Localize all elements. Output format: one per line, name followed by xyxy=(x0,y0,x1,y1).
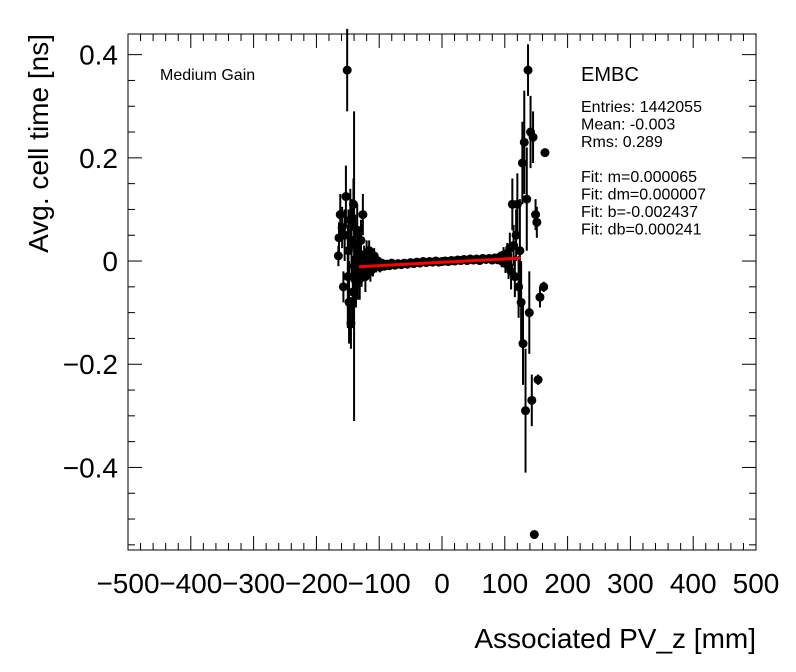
data-point xyxy=(533,375,543,385)
x-tick-label: −400 xyxy=(159,568,222,599)
data-point xyxy=(344,297,354,307)
axis-ticks xyxy=(127,34,757,550)
data-point xyxy=(511,230,521,240)
data-point xyxy=(515,246,525,256)
data-point xyxy=(535,292,545,302)
data-point xyxy=(517,158,527,168)
data-point xyxy=(521,406,531,416)
x-tick-label: −300 xyxy=(222,568,285,599)
y-tick-label: −0.2 xyxy=(63,349,118,380)
y-tick-label: 0.2 xyxy=(79,143,118,174)
data-point xyxy=(509,241,519,251)
y-tick-label: −0.4 xyxy=(63,452,118,483)
x-tick-label: 400 xyxy=(670,568,717,599)
data-point xyxy=(522,194,532,204)
data-point xyxy=(333,251,343,261)
data-point xyxy=(358,210,368,220)
data-point xyxy=(338,282,348,292)
y-tick-label: 0.4 xyxy=(79,40,118,71)
x-axis-title: Associated PV_z [mm] xyxy=(474,623,756,654)
gain-label: Medium Gain xyxy=(160,67,255,84)
x-tick-label: 0 xyxy=(434,568,450,599)
y-tick-labels: −0.4 −0.2 0 0.2 0.4 xyxy=(63,40,118,484)
data-point xyxy=(348,287,358,297)
data-point xyxy=(337,223,347,232)
data-point xyxy=(514,282,524,292)
fit-line-group xyxy=(359,256,521,269)
data-point xyxy=(539,282,549,292)
x-tick-label: −100 xyxy=(348,568,411,599)
stats-line: Entries: 1442055 xyxy=(581,99,702,116)
data-point xyxy=(527,395,537,405)
fit-line xyxy=(359,256,521,269)
y-axis-title: Avg. cell time [ns] xyxy=(23,34,54,253)
stats-line: Fit: m=0.000065 xyxy=(581,169,697,186)
data-point xyxy=(540,148,550,158)
data-point xyxy=(510,272,520,282)
data-point xyxy=(356,235,366,245)
data-point xyxy=(529,530,539,540)
stats-line: Mean: -0.003 xyxy=(581,117,675,134)
data-point xyxy=(512,199,522,209)
stats-line: Rms: 0.289 xyxy=(581,134,663,151)
x-tick-label: −500 xyxy=(96,568,159,599)
data-point xyxy=(531,210,541,220)
x-tick-label: 300 xyxy=(607,568,654,599)
detector-label: EMBC xyxy=(581,64,639,86)
data-point xyxy=(348,199,358,209)
data-point xyxy=(343,246,353,256)
data-point xyxy=(345,215,355,225)
x-tick-labels: −500 −400 −300 −200 −100 0 100 200 300 400 500 xyxy=(96,568,779,599)
data-point xyxy=(343,272,353,282)
data-point xyxy=(519,137,529,147)
data-point xyxy=(352,225,362,235)
x-tick-label: 200 xyxy=(544,568,591,599)
data-point xyxy=(354,248,364,258)
data-point xyxy=(341,192,351,202)
stats-line: Fit: b=-0.002437 xyxy=(581,204,698,221)
data-point xyxy=(516,297,526,307)
x-tick-label: 500 xyxy=(733,568,780,599)
data-point xyxy=(335,210,345,220)
x-tick-label: 100 xyxy=(481,568,528,599)
data-point xyxy=(340,230,350,240)
stats-line: Fit: dm=0.000007 xyxy=(581,187,706,204)
data-point xyxy=(523,65,533,75)
stats-line: Fit: db=0.000241 xyxy=(581,222,702,239)
data-point xyxy=(528,132,538,142)
y-tick-label: 0 xyxy=(102,246,118,277)
data-point xyxy=(349,261,359,271)
x-tick-label: −200 xyxy=(285,568,348,599)
data-point xyxy=(342,65,352,75)
data-point xyxy=(532,217,542,227)
data-points xyxy=(333,65,550,540)
data-point xyxy=(518,339,528,349)
data-point xyxy=(524,308,534,318)
data-point xyxy=(346,318,356,328)
